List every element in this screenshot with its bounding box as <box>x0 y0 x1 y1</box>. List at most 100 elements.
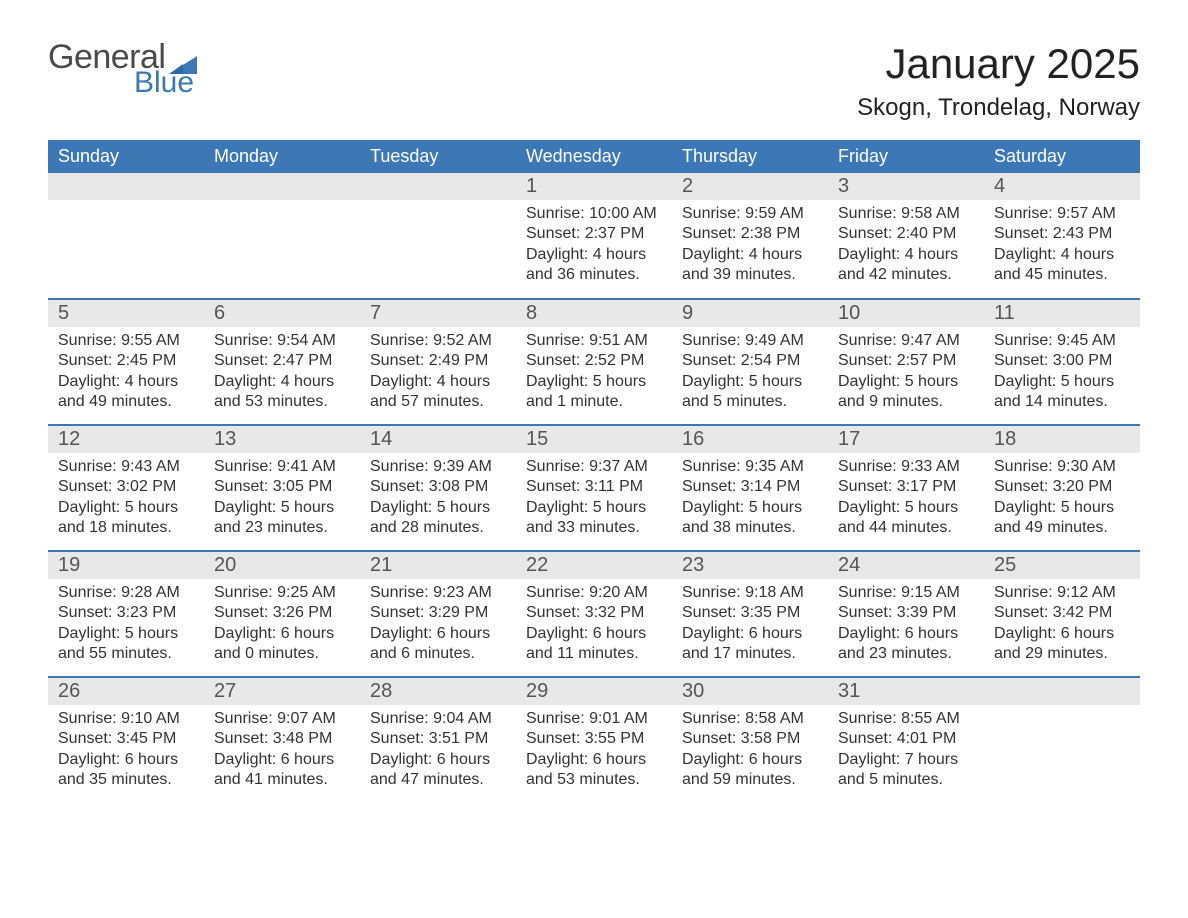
sunset-text: Sunset: 3:20 PM <box>994 477 1130 497</box>
calendar-day-cell: 13Sunrise: 9:41 AMSunset: 3:05 PMDayligh… <box>204 425 360 551</box>
dl2-text: and 0 minutes. <box>214 644 350 664</box>
sunset-text: Sunset: 2:52 PM <box>526 351 662 371</box>
dl2-text: and 53 minutes. <box>526 770 662 790</box>
day-details: Sunrise: 9:43 AMSunset: 3:02 PMDaylight:… <box>48 453 204 547</box>
day-details <box>204 200 360 212</box>
day-number: 6 <box>204 300 360 327</box>
calendar-day-cell: 7Sunrise: 9:52 AMSunset: 2:49 PMDaylight… <box>360 299 516 425</box>
day-number <box>360 173 516 200</box>
dl1-text: Daylight: 4 hours <box>370 372 506 392</box>
logo-word-2: Blue <box>134 68 197 98</box>
dl1-text: Daylight: 6 hours <box>58 750 194 770</box>
sunset-text: Sunset: 2:38 PM <box>682 224 818 244</box>
day-details: Sunrise: 8:58 AMSunset: 3:58 PMDaylight:… <box>672 705 828 799</box>
day-number: 13 <box>204 426 360 453</box>
dl2-text: and 35 minutes. <box>58 770 194 790</box>
dl1-text: Daylight: 6 hours <box>994 624 1130 644</box>
calendar-day-cell: 19Sunrise: 9:28 AMSunset: 3:23 PMDayligh… <box>48 551 204 677</box>
dl2-text: and 49 minutes. <box>58 392 194 412</box>
calendar-day-cell: 1Sunrise: 10:00 AMSunset: 2:37 PMDayligh… <box>516 173 672 299</box>
sunset-text: Sunset: 2:45 PM <box>58 351 194 371</box>
sunset-text: Sunset: 3:00 PM <box>994 351 1130 371</box>
dl1-text: Daylight: 6 hours <box>370 624 506 644</box>
sunset-text: Sunset: 2:40 PM <box>838 224 974 244</box>
calendar-day-cell: 2Sunrise: 9:59 AMSunset: 2:38 PMDaylight… <box>672 173 828 299</box>
sunset-text: Sunset: 3:14 PM <box>682 477 818 497</box>
calendar-day-cell: 6Sunrise: 9:54 AMSunset: 2:47 PMDaylight… <box>204 299 360 425</box>
sunrise-text: Sunrise: 9:57 AM <box>994 204 1130 224</box>
dl2-text: and 49 minutes. <box>994 518 1130 538</box>
dl2-text: and 57 minutes. <box>370 392 506 412</box>
sunrise-text: Sunrise: 9:25 AM <box>214 583 350 603</box>
dl1-text: Daylight: 4 hours <box>994 245 1130 265</box>
day-number: 29 <box>516 678 672 705</box>
calendar-week-row: 1Sunrise: 10:00 AMSunset: 2:37 PMDayligh… <box>48 173 1140 299</box>
calendar-day-cell: 24Sunrise: 9:15 AMSunset: 3:39 PMDayligh… <box>828 551 984 677</box>
sunset-text: Sunset: 3:45 PM <box>58 729 194 749</box>
weekday-header: Thursday <box>672 140 828 173</box>
calendar-day-cell <box>48 173 204 299</box>
sunrise-text: Sunrise: 9:15 AM <box>838 583 974 603</box>
sunrise-text: Sunrise: 9:28 AM <box>58 583 194 603</box>
day-number: 10 <box>828 300 984 327</box>
sunset-text: Sunset: 2:47 PM <box>214 351 350 371</box>
dl1-text: Daylight: 5 hours <box>58 624 194 644</box>
day-details <box>360 200 516 212</box>
dl2-text: and 5 minutes. <box>838 770 974 790</box>
dl2-text: and 41 minutes. <box>214 770 350 790</box>
sunset-text: Sunset: 3:35 PM <box>682 603 818 623</box>
calendar-day-cell: 9Sunrise: 9:49 AMSunset: 2:54 PMDaylight… <box>672 299 828 425</box>
calendar-day-cell: 15Sunrise: 9:37 AMSunset: 3:11 PMDayligh… <box>516 425 672 551</box>
day-number: 1 <box>516 173 672 200</box>
calendar-day-cell: 14Sunrise: 9:39 AMSunset: 3:08 PMDayligh… <box>360 425 516 551</box>
day-number: 12 <box>48 426 204 453</box>
day-details <box>984 705 1140 717</box>
sunset-text: Sunset: 3:08 PM <box>370 477 506 497</box>
dl1-text: Daylight: 5 hours <box>838 498 974 518</box>
calendar-day-cell: 12Sunrise: 9:43 AMSunset: 3:02 PMDayligh… <box>48 425 204 551</box>
sunrise-text: Sunrise: 9:51 AM <box>526 331 662 351</box>
day-details: Sunrise: 9:54 AMSunset: 2:47 PMDaylight:… <box>204 327 360 421</box>
sunset-text: Sunset: 2:57 PM <box>838 351 974 371</box>
day-details: Sunrise: 9:12 AMSunset: 3:42 PMDaylight:… <box>984 579 1140 673</box>
dl1-text: Daylight: 5 hours <box>682 372 818 392</box>
sunrise-text: Sunrise: 8:55 AM <box>838 709 974 729</box>
page-title: January 2025 <box>857 40 1140 88</box>
calendar-day-cell: 8Sunrise: 9:51 AMSunset: 2:52 PMDaylight… <box>516 299 672 425</box>
day-number: 8 <box>516 300 672 327</box>
calendar-day-cell: 31Sunrise: 8:55 AMSunset: 4:01 PMDayligh… <box>828 677 984 803</box>
dl1-text: Daylight: 5 hours <box>994 372 1130 392</box>
day-details: Sunrise: 9:23 AMSunset: 3:29 PMDaylight:… <box>360 579 516 673</box>
sunset-text: Sunset: 3:58 PM <box>682 729 818 749</box>
weekday-header-row: Sunday Monday Tuesday Wednesday Thursday… <box>48 140 1140 173</box>
sunset-text: Sunset: 2:49 PM <box>370 351 506 371</box>
dl1-text: Daylight: 4 hours <box>58 372 194 392</box>
dl1-text: Daylight: 5 hours <box>370 498 506 518</box>
calendar-day-cell: 11Sunrise: 9:45 AMSunset: 3:00 PMDayligh… <box>984 299 1140 425</box>
calendar-day-cell: 26Sunrise: 9:10 AMSunset: 3:45 PMDayligh… <box>48 677 204 803</box>
sunset-text: Sunset: 3:42 PM <box>994 603 1130 623</box>
calendar-day-cell <box>984 677 1140 803</box>
day-number: 25 <box>984 552 1140 579</box>
calendar-week-row: 26Sunrise: 9:10 AMSunset: 3:45 PMDayligh… <box>48 677 1140 803</box>
calendar-day-cell: 29Sunrise: 9:01 AMSunset: 3:55 PMDayligh… <box>516 677 672 803</box>
dl2-text: and 11 minutes. <box>526 644 662 664</box>
sunrise-text: Sunrise: 9:54 AM <box>214 331 350 351</box>
sunrise-text: Sunrise: 9:20 AM <box>526 583 662 603</box>
dl1-text: Daylight: 5 hours <box>214 498 350 518</box>
page-header: General Blue January 2025 Skogn, Trondel… <box>48 40 1140 122</box>
calendar-day-cell: 21Sunrise: 9:23 AMSunset: 3:29 PMDayligh… <box>360 551 516 677</box>
calendar-day-cell <box>360 173 516 299</box>
day-number <box>984 678 1140 705</box>
dl2-text: and 39 minutes. <box>682 265 818 285</box>
dl1-text: Daylight: 7 hours <box>838 750 974 770</box>
day-details: Sunrise: 9:04 AMSunset: 3:51 PMDaylight:… <box>360 705 516 799</box>
sunset-text: Sunset: 3:05 PM <box>214 477 350 497</box>
sunset-text: Sunset: 3:23 PM <box>58 603 194 623</box>
sunset-text: Sunset: 3:29 PM <box>370 603 506 623</box>
dl1-text: Daylight: 6 hours <box>214 750 350 770</box>
dl1-text: Daylight: 4 hours <box>838 245 974 265</box>
logo: General Blue <box>48 40 197 98</box>
dl2-text: and 42 minutes. <box>838 265 974 285</box>
weekday-header: Sunday <box>48 140 204 173</box>
